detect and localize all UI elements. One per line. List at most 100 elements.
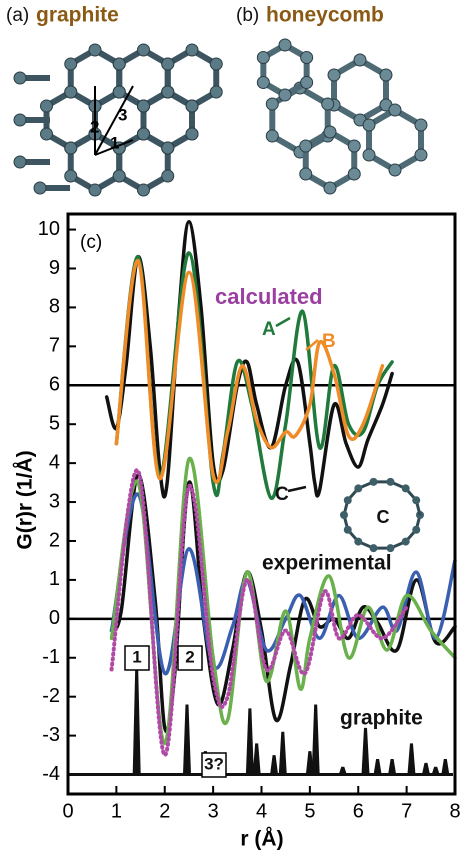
y-tick-label: 8 (49, 296, 60, 318)
atom (354, 54, 366, 66)
honeycomb-panel (257, 39, 427, 194)
atom (41, 128, 53, 140)
atom (324, 126, 336, 138)
atom (266, 130, 278, 142)
atom (137, 100, 149, 112)
atom (137, 44, 149, 56)
atom (301, 77, 313, 89)
atom (14, 114, 26, 126)
atom (328, 69, 340, 81)
peak (388, 759, 396, 775)
atom (186, 100, 198, 112)
y-axis-label: G(r)r (1/Å) (13, 450, 37, 549)
y-tick-label: 7 (49, 335, 60, 357)
peak (270, 755, 278, 774)
atom (322, 98, 334, 110)
atom (344, 496, 352, 504)
x-tick-label: 2 (159, 800, 170, 822)
distance-label: 2 (90, 117, 99, 136)
atom (210, 86, 222, 98)
atom (402, 484, 410, 492)
annotation: graphite (340, 707, 423, 730)
panel-c-label: (c) (80, 232, 102, 253)
atom (186, 44, 198, 56)
atom (300, 168, 312, 180)
y-tick-label: -4 (42, 763, 60, 785)
annotation: B (322, 331, 336, 352)
atom (65, 86, 77, 98)
peak (339, 767, 347, 775)
atom (65, 170, 77, 182)
y-tick-label: 1 (49, 568, 60, 590)
y-tick-label: 9 (49, 257, 60, 279)
annotation-arrow (276, 318, 290, 326)
atom (266, 98, 278, 110)
atom (186, 128, 198, 140)
atom (14, 72, 26, 84)
atom (300, 140, 312, 152)
atom (344, 526, 352, 534)
atom (370, 478, 378, 486)
atom (89, 184, 101, 196)
annotation: 3? (204, 754, 224, 773)
annotation: C (275, 484, 289, 505)
series-line (112, 494, 455, 674)
y-tick-label: 4 (49, 451, 60, 473)
panel-b-label: (b) (236, 5, 259, 26)
atom (348, 168, 360, 180)
y-tick-label: 0 (49, 607, 60, 629)
x-tick-label: 6 (353, 800, 364, 822)
atom (348, 140, 360, 152)
x-tick-label: 5 (304, 800, 315, 822)
atom (354, 484, 362, 492)
peak (432, 767, 440, 775)
atom (279, 39, 291, 51)
annotation: 1 (132, 647, 141, 666)
atom (14, 156, 26, 168)
atom (162, 170, 174, 182)
atom (389, 164, 401, 176)
peak (362, 728, 370, 775)
y-tick-label: 3 (49, 490, 60, 512)
atom (412, 526, 420, 534)
atom (113, 58, 125, 70)
x-axis-label: r (Å) (240, 827, 283, 851)
y-tick-label: 2 (49, 529, 60, 551)
annotation-arrow (288, 487, 306, 491)
atom (415, 119, 427, 131)
peak (422, 763, 430, 775)
atom (41, 100, 53, 112)
x-tick-label: 7 (401, 800, 412, 822)
peak (407, 743, 415, 774)
atom (354, 538, 362, 546)
y-tick-label: 6 (49, 374, 60, 396)
atom (162, 142, 174, 154)
atom (34, 182, 46, 194)
y-tick-label: -1 (42, 646, 60, 668)
figure: (a) graphite (b) honeycomb 2 1 3 (c) G(r… (0, 0, 461, 855)
atom (363, 149, 375, 161)
y-tick-label: 5 (49, 412, 60, 434)
peak (374, 759, 382, 775)
x-tick-label: 4 (256, 800, 267, 822)
atom (65, 58, 77, 70)
atom (162, 58, 174, 70)
y-tick-label: -3 (42, 724, 60, 746)
atom (162, 86, 174, 98)
atom (137, 128, 149, 140)
atom (415, 149, 427, 161)
peak (183, 704, 191, 774)
atom (324, 182, 336, 194)
atom (210, 58, 222, 70)
atom (279, 89, 291, 101)
atom (340, 511, 348, 519)
annotation: 2 (185, 647, 194, 666)
distance-label: 3 (118, 105, 127, 124)
annotation: experimental (262, 552, 392, 575)
atom (402, 538, 410, 546)
peak (441, 759, 449, 775)
distance-label: 1 (110, 133, 119, 152)
atom (389, 104, 401, 116)
x-tick-label: 0 (62, 800, 73, 822)
annotation: calculated (215, 284, 323, 309)
